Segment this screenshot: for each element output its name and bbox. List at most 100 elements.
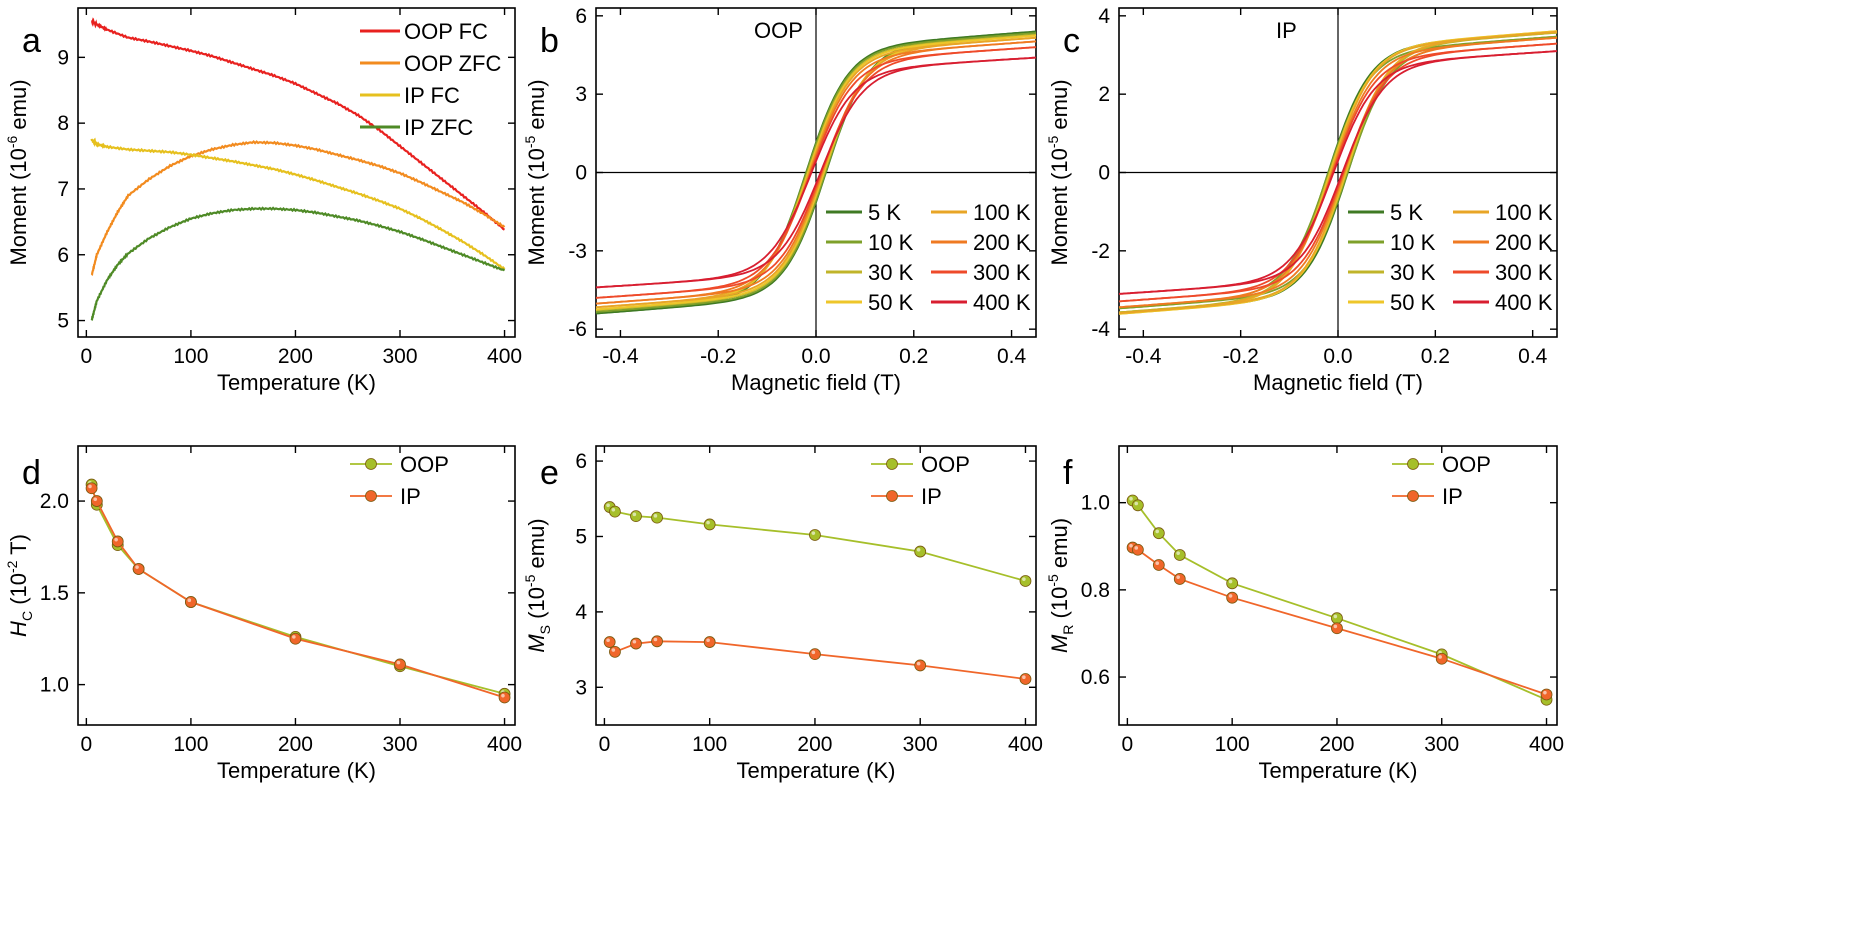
legend-label: 10 K xyxy=(1390,230,1436,255)
x-axis-label: Temperature (K) xyxy=(217,370,376,395)
y-tick-label: 0 xyxy=(1098,162,1110,185)
data-point xyxy=(185,596,197,608)
data-point-highlight xyxy=(653,637,658,642)
series-line-ip-fc xyxy=(90,137,506,270)
y-tick-label: -4 xyxy=(1091,318,1110,341)
legend-label: IP ZFC xyxy=(404,115,473,140)
panel-c: -0.4 -0.2 0.0 0.2 0.4 -4 -2 0 2 4 Magnetic field (… xyxy=(1045,5,1558,395)
y-tick-label: 2 xyxy=(1098,83,1110,106)
x-axis-label: Magnetic field (T) xyxy=(1253,370,1423,395)
legend-label: OOP xyxy=(921,452,970,477)
data-point-highlight xyxy=(1176,575,1180,579)
y-tick-label: 1.5 xyxy=(40,582,69,605)
x-tick-label: 100 xyxy=(1215,733,1250,756)
legend-label: 100 K xyxy=(973,200,1031,225)
data-point xyxy=(1226,591,1239,604)
y-tick-label: 6 xyxy=(57,244,69,267)
legend-label: 200 K xyxy=(1495,230,1553,255)
x-axis-label: Temperature (K) xyxy=(217,758,376,783)
data-point-highlight xyxy=(88,484,92,489)
x-tick-label: 300 xyxy=(903,733,938,756)
data-point xyxy=(90,495,103,507)
panel-a: 0 100 200 300 400 5 6 7 8 9 Temperature (K) Moment … xyxy=(4,7,522,395)
data-point-highlight xyxy=(1129,543,1133,548)
legend-label: 50 K xyxy=(868,290,914,315)
data-point-highlight xyxy=(135,565,139,569)
loop-branch-down xyxy=(1118,31,1558,314)
y-tick-label: 0.8 xyxy=(1081,579,1110,602)
data-point xyxy=(1131,499,1144,512)
panel-f: 0 100 200 300 400 0.6 0.8 1.0 Temperature (K) MR … xyxy=(1045,445,1564,783)
legend-label: OOP xyxy=(1442,452,1491,477)
legend-label: OOP FC xyxy=(404,19,488,44)
data-point-highlight xyxy=(606,503,610,508)
data-point-highlight xyxy=(706,638,710,643)
legend-label: 100 K xyxy=(1495,200,1553,225)
data-point xyxy=(1019,673,1032,685)
legend-label: 10 K xyxy=(868,230,914,255)
data-point-highlight xyxy=(1543,690,1547,695)
x-tick-label: 100 xyxy=(692,733,727,756)
loop-branch-down xyxy=(1118,50,1558,295)
y-tick-label: 6 xyxy=(575,5,587,28)
data-point-highlight xyxy=(501,693,505,698)
annotation-label: IP xyxy=(1276,18,1297,43)
data-point xyxy=(394,658,406,671)
data-point xyxy=(498,691,511,704)
loop-branch-down xyxy=(1118,36,1558,309)
loop-branch-down xyxy=(595,32,1037,313)
data-point xyxy=(1331,622,1343,635)
data-point-highlight xyxy=(606,638,610,643)
data-point-highlight xyxy=(811,650,816,655)
data-point xyxy=(603,636,616,648)
loop-branch-down xyxy=(1118,42,1558,303)
data-point xyxy=(111,535,124,548)
panel-letter-e: e xyxy=(540,454,559,492)
series-line-oop xyxy=(90,484,505,695)
data-point-highlight xyxy=(916,661,921,666)
legend-label: IP xyxy=(921,484,942,509)
legend-label: 30 K xyxy=(868,260,914,285)
y-tick-label: 0.6 xyxy=(1081,666,1110,689)
data-point xyxy=(703,636,716,648)
x-tick-label: 0.2 xyxy=(1421,345,1450,368)
y-tick-label: 2.0 xyxy=(40,490,69,513)
x-axis-label: Magnetic field (T) xyxy=(731,370,901,395)
series-line-ip-zfc xyxy=(90,206,506,321)
legend-marker xyxy=(365,490,377,502)
x-tick-label: 400 xyxy=(487,345,522,368)
data-point-highlight xyxy=(1176,551,1180,555)
data-point xyxy=(1173,549,1186,561)
legend-label: 200 K xyxy=(973,230,1031,255)
data-point-highlight xyxy=(292,635,296,639)
legend-label: OOP xyxy=(400,452,449,477)
data-point-highlight xyxy=(1022,577,1026,581)
data-point xyxy=(1226,577,1239,590)
legend-label: 30 K xyxy=(1390,260,1436,285)
x-tick-label: 0.0 xyxy=(1323,345,1352,368)
data-point xyxy=(651,635,663,648)
y-tick-label: 4 xyxy=(575,601,587,624)
series-line-ip xyxy=(90,487,505,699)
series-line-ip xyxy=(608,640,1026,680)
y-tick-label: 3 xyxy=(575,83,587,106)
x-tick-label: 300 xyxy=(382,733,417,756)
data-point-highlight xyxy=(1438,655,1442,659)
data-point-highlight xyxy=(93,497,98,502)
data-point xyxy=(630,510,642,523)
x-tick-label: -0.4 xyxy=(602,345,639,368)
x-tick-label: 400 xyxy=(1008,733,1043,756)
data-point-highlight xyxy=(1333,614,1338,619)
x-tick-label: 100 xyxy=(173,345,208,368)
series-line-oop xyxy=(1131,499,1547,701)
x-tick-label: -0.2 xyxy=(700,345,736,368)
y-tick-label: 8 xyxy=(57,112,69,135)
data-point-highlight xyxy=(811,531,816,535)
panel-letter-a: a xyxy=(22,22,41,60)
x-tick-label: 400 xyxy=(1529,733,1564,756)
data-point-highlight xyxy=(1155,529,1160,534)
data-point xyxy=(289,632,302,645)
data-point-highlight xyxy=(1134,501,1139,506)
loop-branch-down xyxy=(595,36,1037,309)
panel-e: 0 100 200 300 400 3 4 5 6 Temperature (K) MS (10-5… xyxy=(522,445,1043,783)
